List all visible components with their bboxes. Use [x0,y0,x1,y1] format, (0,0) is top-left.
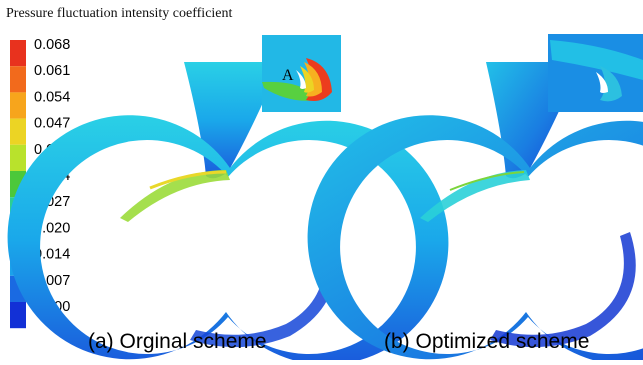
colorbar-swatch [10,92,26,119]
legend-title: Pressure fluctuation intensity coefficie… [6,6,233,21]
volute-ring-original [7,115,449,365]
volute-optimized [307,34,643,365]
colorbar-tick-label: 0.054 [34,89,70,105]
colorbar-tick-label: 0.020 [34,220,70,236]
colorbar-swatch [10,144,26,171]
colorbar-tick-label: 0.068 [34,37,70,53]
outlet-duct-original [184,62,266,179]
caption-optimized: (b) Optimized scheme [384,330,590,353]
colorbar-swatch [10,302,26,329]
colorbar-tick-label: 0.014 [34,247,70,263]
caption-original: (a) Orginal scheme [88,330,267,353]
annotation-a: A [282,67,294,84]
colorbar-swatch [10,66,26,93]
inset-optimized [548,34,643,112]
colorbar-swatch [10,118,26,145]
colorbar-swatch [10,40,26,67]
inset-original [262,33,343,112]
colorbar-tick-label: 0.061 [34,63,70,79]
colorbar-tick-label: 0.047 [34,116,70,132]
volute-original: A [7,33,449,365]
